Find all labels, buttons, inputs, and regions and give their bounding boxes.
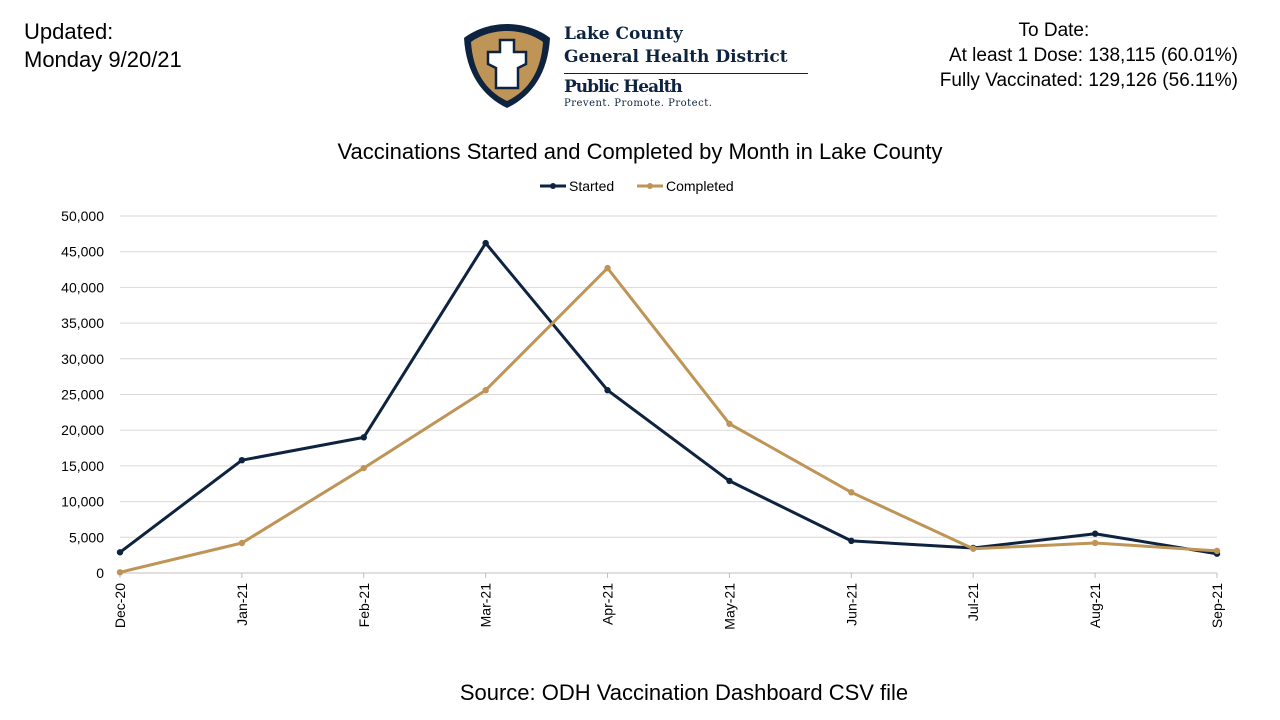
logo-divider: [564, 73, 808, 74]
data-point-started: [1091, 530, 1099, 537]
updated-block: Updated: Monday 9/20/21: [24, 18, 182, 74]
data-point-started: [726, 477, 733, 485]
data-point-completed: [726, 420, 733, 427]
x-tick-label: Jul-21: [965, 583, 981, 621]
y-tick-label: 40,000: [61, 279, 104, 295]
y-tick-label: 20,000: [61, 422, 104, 438]
data-point-completed: [1213, 547, 1221, 555]
source-note: Source: ODH Vaccination Dashboard CSV fi…: [459, 680, 909, 705]
data-point-completed: [482, 387, 489, 394]
logo-tagline: Prevent. Promote. Protect.: [564, 98, 713, 109]
to-date-block: To Date: At least 1 Dose: 138,115 (60.01…: [940, 18, 1238, 93]
x-tick-label: Aug-21: [1087, 583, 1103, 628]
x-tick-label: Jan-21: [234, 583, 250, 626]
x-tick-label: May-21: [721, 583, 737, 630]
series-line-started: [119, 241, 1218, 556]
y-tick-label: 45,000: [61, 244, 104, 260]
legend-completed: Completed: [637, 178, 734, 194]
y-tick-label: 10,000: [61, 494, 104, 510]
data-point-completed: [848, 489, 855, 496]
y-tick-label: 35,000: [61, 315, 104, 331]
series-line-completed: [119, 266, 1218, 574]
chart-title: Vaccinations Started and Completed by Mo…: [338, 139, 943, 164]
y-tick-label: 30,000: [61, 351, 104, 367]
legend: Started Completed: [540, 178, 734, 194]
legend-started: Started: [540, 178, 614, 194]
data-point-started: [238, 456, 246, 464]
to-date-label: To Date:: [1018, 20, 1090, 41]
y-tick-label: 25,000: [61, 387, 104, 403]
data-point-started: [604, 387, 611, 394]
y-tick-label: 15,000: [61, 458, 104, 474]
y-tick-label: 0: [96, 565, 104, 581]
legend-completed-label: Completed: [666, 178, 734, 194]
data-point-completed: [116, 569, 124, 576]
x-tick-label: Apr-21: [600, 583, 616, 625]
y-tick-label: 50,000: [61, 208, 104, 224]
legend-started-label: Started: [569, 178, 614, 194]
x-tick-label: Feb-21: [356, 583, 372, 628]
logo-line1: Lake County: [564, 24, 683, 44]
data-point-started: [482, 239, 489, 247]
shield-icon: [464, 24, 550, 108]
data-point-started: [848, 537, 855, 545]
x-tick-label: Sep-21: [1209, 583, 1225, 628]
fully-vaccinated: Fully Vaccinated: 129,126 (56.11%): [939, 70, 1238, 91]
x-tick-label: Mar-21: [478, 583, 494, 628]
y-tick-label: 5,000: [69, 529, 104, 545]
data-point-completed: [360, 464, 367, 472]
x-tick-label: Dec-20: [112, 583, 128, 628]
logo-line2: General Health District: [564, 47, 788, 67]
health-district-logo: Lake County General Health District Publ…: [460, 18, 810, 112]
logo-line3: Public Health: [564, 77, 683, 97]
data-point-started: [116, 549, 124, 556]
data-point-started: [360, 434, 367, 441]
data-point-completed: [1091, 539, 1099, 547]
updated-label: Updated:: [24, 19, 114, 44]
data-point-completed: [970, 545, 977, 552]
data-point-completed: [238, 539, 246, 547]
at-least-one-dose: At least 1 Dose: 138,115 (60.01%): [948, 45, 1238, 66]
data-point-completed: [604, 264, 611, 272]
x-tick-label: Jun-21: [843, 583, 859, 626]
updated-date: Monday 9/20/21: [24, 47, 182, 72]
